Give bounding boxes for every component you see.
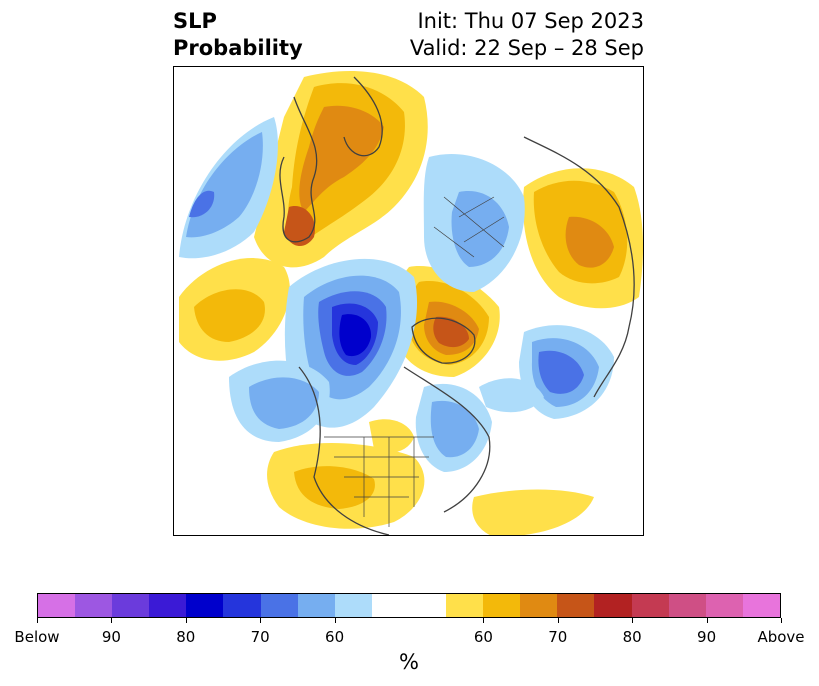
colorbar-tick (334, 618, 336, 623)
colorbar-tick-label: 70 (548, 628, 568, 646)
colorbar-swatch (112, 594, 150, 617)
colorbar-swatch (186, 594, 224, 617)
colorbar-swatch (668, 594, 706, 617)
colorbar-tick (37, 618, 38, 623)
colorbar-tick-label: 90 (697, 628, 717, 646)
anomaly-asia-dark (565, 216, 614, 268)
colorbar-swatch (446, 594, 484, 617)
europe-coastline (279, 96, 318, 243)
colorbar-unit: % (399, 650, 419, 674)
colorbar (37, 593, 781, 618)
colorbar-tick (260, 618, 262, 623)
map-title-left: SLP Probability (173, 8, 303, 62)
anomaly-pacific-band (479, 378, 544, 413)
anomaly-southeast-yellow (472, 489, 594, 535)
colorbar-swatch (371, 594, 409, 617)
colorbar-swatch (520, 594, 558, 617)
anomaly-canada-core (339, 314, 372, 357)
colorbar-tick (185, 618, 187, 623)
anomaly-arctic-mid (451, 191, 509, 267)
scandinavia-coastline (343, 76, 383, 157)
greenland-coastline (411, 317, 476, 364)
anomaly-europe-dark (299, 105, 384, 212)
valid-range: Valid: 22 Sep – 28 Sep (409, 36, 644, 60)
colorbar-tick (781, 618, 782, 623)
colorbar-tick (706, 618, 708, 623)
init-date: Init: Thu 07 Sep 2023 (417, 9, 644, 33)
colorbar-tick-label: 60 (325, 628, 345, 646)
anomaly-siberia-blue (538, 350, 584, 394)
colorbar-swatch (75, 594, 113, 617)
anomaly-conus-yellow (369, 419, 414, 453)
colorbar-swatch (631, 594, 669, 617)
anomaly-northatlantic-dark (189, 190, 215, 218)
colorbar-swatch (408, 594, 447, 617)
coastlines (279, 76, 635, 535)
colorbar-tick-label: 80 (176, 628, 196, 646)
anomaly-northpacific-mid (249, 377, 319, 429)
colorbar-swatch (483, 594, 521, 617)
colorbar-tick (557, 618, 559, 623)
colorbar-swatch (149, 594, 187, 617)
probability-map[interactable] (173, 66, 644, 536)
colorbar-swatch (705, 594, 743, 617)
canada-states-grid (324, 436, 434, 527)
asia-coastline (523, 136, 635, 398)
map-title-right: Init: Thu 07 Sep 2023 Valid: 22 Sep – 28… (410, 8, 644, 62)
colorbar-tick-label: 90 (101, 628, 121, 646)
colorbar-tick (111, 618, 113, 623)
map-canvas (179, 71, 643, 535)
colorbar-tick-label: 80 (622, 628, 642, 646)
colorbar-swatch (38, 594, 76, 617)
northamerica-coastline (298, 366, 491, 535)
colorbar-swatch (297, 594, 335, 617)
title-field: Probability (173, 36, 303, 60)
colorbar-tick-label: Below (14, 628, 60, 646)
colorbar-swatch (557, 594, 595, 617)
anomaly-atlantic-orange (194, 289, 265, 342)
title-variable: SLP (173, 9, 217, 33)
siberia-borders (433, 196, 505, 258)
colorbar-tick (483, 618, 485, 623)
colorbar-tick-label: Above (757, 628, 805, 646)
colorbar-swatch (223, 594, 261, 617)
colorbar-swatch (594, 594, 632, 617)
colorbar-swatch (260, 594, 298, 617)
anomaly-eastcanada-mid (430, 400, 479, 458)
below-normal-anomalies (179, 117, 614, 472)
colorbar-tick-label: 60 (473, 628, 493, 646)
colorbar-swatch (334, 594, 372, 617)
colorbar-swatch (742, 594, 780, 617)
colorbar-tick (632, 618, 634, 623)
anomaly-westeurope-brown (284, 206, 315, 247)
colorbar-tick-label: 70 (250, 628, 270, 646)
